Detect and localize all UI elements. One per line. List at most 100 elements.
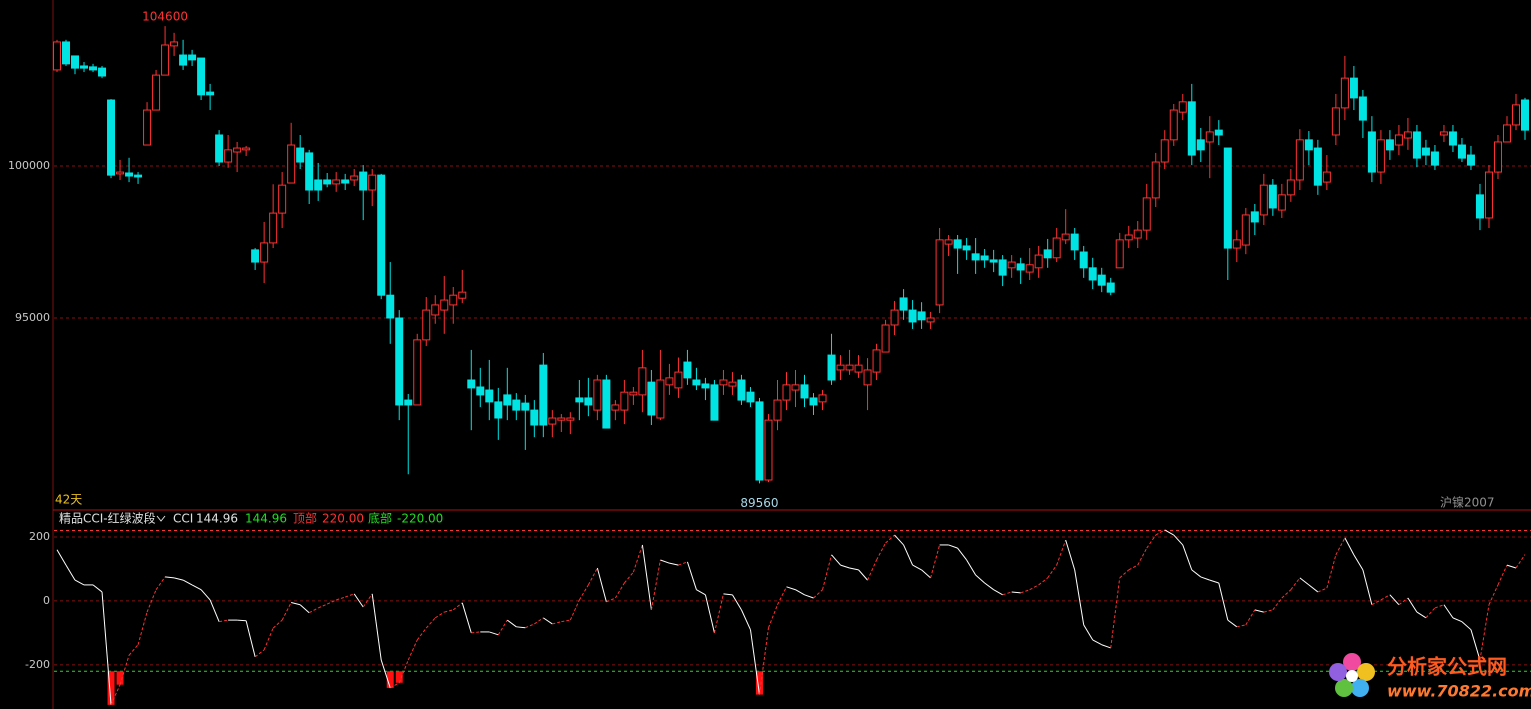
- candle-body: [764, 419, 773, 481]
- candle-body: [1142, 197, 1151, 231]
- candle-body: [935, 239, 944, 306]
- cci-segment: [1191, 569, 1202, 578]
- cci-segment: [137, 611, 148, 645]
- candle-body: [1205, 131, 1214, 143]
- candle-body: [629, 391, 638, 396]
- cci-segment: [1281, 589, 1292, 599]
- cci-segment: [534, 617, 544, 625]
- cci-segment: [587, 567, 598, 586]
- cci-segment: [596, 567, 607, 602]
- candle-body: [233, 147, 242, 153]
- series-name: CCI: [173, 512, 193, 526]
- cci-segment: [326, 599, 337, 605]
- cci-segment: [867, 559, 878, 581]
- candle-body: [287, 144, 296, 184]
- candle-body: [530, 409, 539, 426]
- candle-body: [836, 364, 845, 371]
- signal-bar: [755, 671, 763, 695]
- cci-segment: [912, 564, 922, 571]
- candle-body: [1232, 239, 1241, 249]
- series-value: 144.96: [196, 512, 238, 526]
- cci-segment: [1416, 611, 1427, 619]
- cci-segment: [1227, 619, 1238, 628]
- cci-segment: [1506, 564, 1517, 569]
- cci-segment: [452, 602, 463, 611]
- candle-body: [683, 361, 692, 379]
- cci-segment: [263, 627, 274, 651]
- candle-body: [710, 384, 719, 421]
- candle-body: [1259, 184, 1268, 216]
- cci-segment: [777, 586, 787, 605]
- candle-body: [1475, 194, 1484, 219]
- cci-segment: [1488, 584, 1499, 605]
- cci-segment: [128, 644, 139, 656]
- candle-body: [1169, 109, 1178, 141]
- cci-segment: [849, 567, 859, 571]
- candle-body: [1124, 234, 1133, 241]
- candle-body: [809, 397, 818, 406]
- cci-segment: [389, 682, 400, 689]
- candle-body: [665, 377, 674, 386]
- cci-segment: [696, 589, 706, 596]
- candle-body: [674, 371, 683, 389]
- cci-segment: [1155, 529, 1166, 536]
- candle-body: [692, 379, 701, 386]
- cci-segment: [1236, 624, 1246, 628]
- candle-body: [602, 379, 611, 429]
- candle-body: [1376, 139, 1385, 173]
- candle-body: [341, 179, 350, 184]
- candle-body: [1196, 139, 1205, 151]
- candle-body: [1502, 124, 1511, 143]
- cci-segment: [624, 571, 634, 584]
- cci-segment: [1407, 597, 1418, 613]
- cci-segment: [165, 576, 175, 579]
- cci-segment: [434, 611, 445, 619]
- cci-segment: [1029, 584, 1039, 591]
- y-tick-label: 95000: [15, 311, 50, 324]
- candle-body: [224, 149, 233, 163]
- cci-segment: [1218, 582, 1229, 621]
- cci-segment: [660, 559, 670, 564]
- cci-segment: [966, 559, 977, 576]
- candle-body: [845, 364, 854, 371]
- candle-body: [1061, 233, 1070, 241]
- candle-body: [1115, 239, 1124, 269]
- candle-body: [863, 369, 872, 386]
- candle-body: [404, 399, 413, 406]
- candle-body: [1367, 131, 1376, 173]
- candle-body: [557, 417, 566, 421]
- cci-segment: [92, 584, 103, 593]
- cci-segment: [768, 604, 778, 628]
- candle-body: [440, 299, 449, 311]
- candle-body: [1052, 237, 1061, 259]
- cci-segment: [813, 589, 823, 599]
- cci-segment: [1047, 564, 1058, 579]
- cci-segment: [119, 655, 130, 685]
- candle-body: [611, 404, 620, 411]
- cci-segment: [146, 589, 157, 613]
- signal-bar: [386, 671, 394, 688]
- cci-segment: [732, 594, 742, 611]
- cci-segment: [1092, 639, 1102, 646]
- candle-body: [1097, 274, 1106, 286]
- cci-segment: [578, 584, 589, 601]
- cci-segment: [291, 602, 301, 606]
- candle-body: [296, 147, 305, 163]
- low-label: 89560: [740, 496, 778, 510]
- cci-segment: [380, 659, 391, 689]
- cci-segment: [371, 593, 382, 661]
- candle-body: [422, 309, 431, 341]
- symbol: 沪镍2007: [1440, 496, 1495, 510]
- dropdown-icon[interactable]: [156, 515, 166, 522]
- cci-segment: [182, 579, 193, 586]
- cci-segment: [1344, 537, 1355, 556]
- candle-body: [143, 109, 152, 146]
- candle-body: [1457, 144, 1466, 159]
- candle-body: [1439, 131, 1448, 136]
- candle-body: [899, 297, 908, 311]
- candle-body: [170, 41, 179, 47]
- candle-body: [962, 245, 971, 251]
- cci-segment: [425, 617, 436, 629]
- cci-segment: [1335, 537, 1346, 556]
- candle-body: [467, 379, 476, 389]
